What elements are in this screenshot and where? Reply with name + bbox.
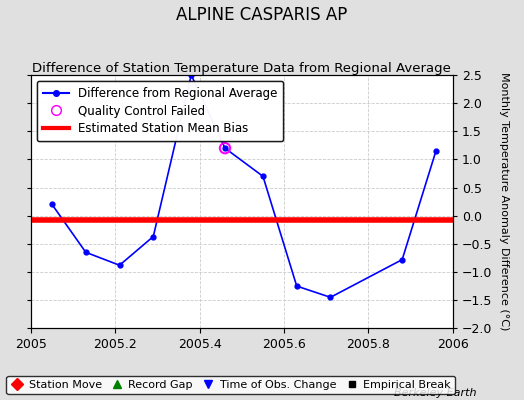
Text: ALPINE CASPARIS AP: ALPINE CASPARIS AP	[176, 6, 348, 24]
Legend: Difference from Regional Average, Quality Control Failed, Estimated Station Mean: Difference from Regional Average, Qualit…	[37, 81, 283, 141]
Y-axis label: Monthly Temperature Anomaly Difference (°C): Monthly Temperature Anomaly Difference (…	[499, 72, 509, 331]
Legend: Station Move, Record Gap, Time of Obs. Change, Empirical Break: Station Move, Record Gap, Time of Obs. C…	[6, 376, 455, 394]
Text: Berkeley Earth: Berkeley Earth	[395, 388, 477, 398]
Title: Difference of Station Temperature Data from Regional Average: Difference of Station Temperature Data f…	[32, 62, 451, 75]
Point	[221, 145, 229, 151]
